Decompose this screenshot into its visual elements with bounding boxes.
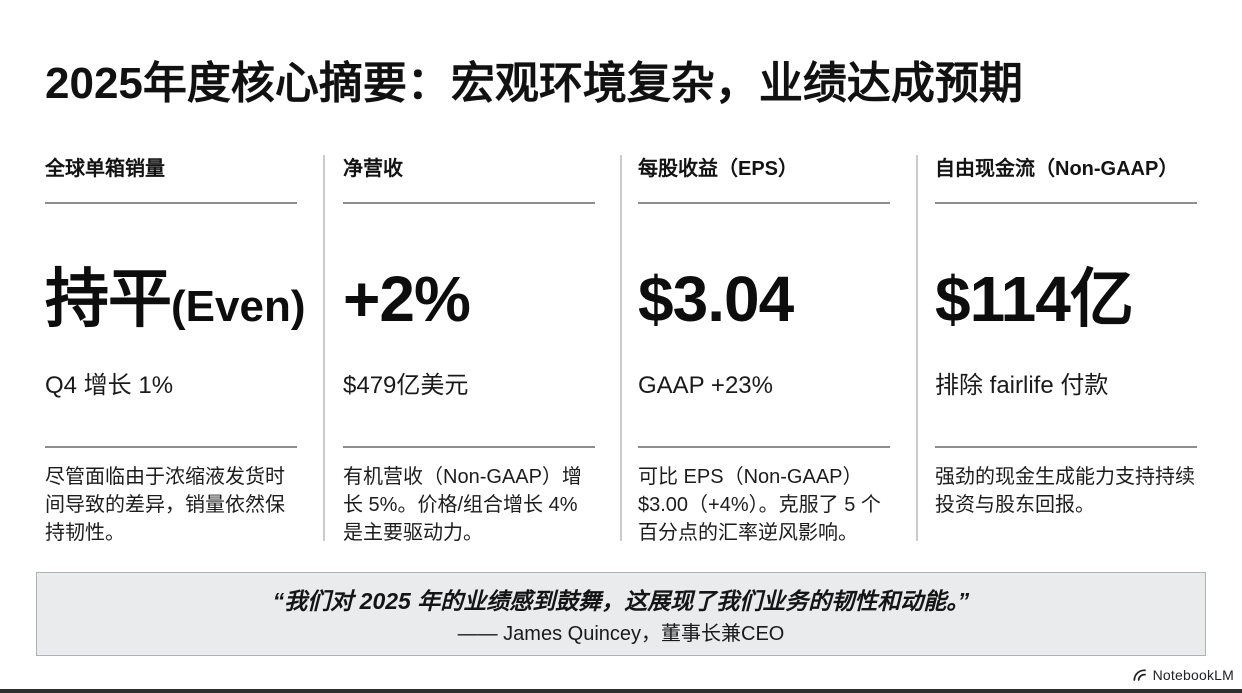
metric-eps: 每股收益（EPS） $3.04 GAAP +23% 可比 EPS（Non-GAA…: [638, 155, 890, 547]
metric-subvalue: Q4 增长 1%: [45, 372, 174, 399]
bottom-edge-bar: [0, 689, 1242, 693]
quote-attribution: —— James Quincey，董事长兼CEO: [457, 623, 785, 645]
metric-description: 强劲的现金生成能力支持持续投资与股东回报。: [935, 466, 1195, 516]
notebooklm-watermark: NotebookLM: [1132, 667, 1234, 683]
metric-net-revenue: 净营收 +2% $479亿美元 有机营收（Non-GAAP）增长 5%。价格/组…: [343, 155, 595, 547]
metric-value: 持平(Even): [45, 259, 305, 357]
metric-label: 净营收: [343, 158, 403, 180]
rule-line: [638, 446, 890, 448]
metric-value-main: 持平: [45, 263, 172, 335]
metric-value-main: $114亿: [935, 263, 1134, 335]
metric-description: 有机营收（Non-GAAP）增长 5%。价格/组合增长 4% 是主要驱动力。: [343, 466, 582, 544]
column-divider: [916, 155, 918, 541]
rule-line: [638, 202, 890, 204]
column-divider: [323, 155, 325, 541]
rule-line: [935, 446, 1197, 448]
metric-subvalue: 排除 fairlife 付款: [935, 372, 1109, 399]
quote-box: “我们对 2025 年的业绩感到鼓舞，这展现了我们业务的韧性和动能。” —— J…: [36, 572, 1206, 656]
metric-description: 尽管面临由于浓缩液发货时间导致的差异，销量依然保持韧性。: [45, 466, 285, 544]
metric-label: 全球单箱销量: [45, 158, 165, 180]
metric-subvalue: GAAP +23%: [638, 372, 773, 399]
quote-text: “我们对 2025 年的业绩感到鼓舞，这展现了我们业务的韧性和动能。”: [272, 588, 970, 614]
metric-description: 可比 EPS（Non-GAAP）$3.00（+4%）。克服了 5 个百分点的汇率…: [638, 466, 881, 544]
rule-line: [343, 446, 595, 448]
notebooklm-label: NotebookLM: [1152, 667, 1234, 683]
metric-label: 每股收益（EPS）: [638, 158, 799, 180]
rule-line: [343, 202, 595, 204]
rule-line: [45, 446, 297, 448]
metric-value-main: +2%: [343, 263, 471, 335]
page-title: 2025年度核心摘要：宏观环境复杂，业绩达成预期: [45, 59, 1023, 108]
metric-value-main: $3.04: [638, 263, 794, 335]
metric-value: $114亿: [935, 259, 1197, 357]
notebooklm-icon: [1133, 669, 1146, 681]
rule-line: [935, 202, 1197, 204]
metric-subvalue: $479亿美元: [343, 372, 469, 399]
metric-value: +2%: [343, 259, 595, 357]
metric-free-cash-flow: 自由现金流（Non-GAAP） $114亿 排除 fairlife 付款 强劲的…: [935, 155, 1197, 519]
metric-value-suffix: (Even): [171, 282, 306, 331]
metric-label: 自由现金流（Non-GAAP）: [935, 158, 1179, 180]
column-divider: [620, 155, 622, 541]
metric-unit-case-volume: 全球单箱销量 持平(Even) Q4 增长 1% 尽管面临由于浓缩液发货时间导致…: [45, 155, 305, 547]
rule-line: [45, 202, 297, 204]
metric-value: $3.04: [638, 259, 890, 357]
